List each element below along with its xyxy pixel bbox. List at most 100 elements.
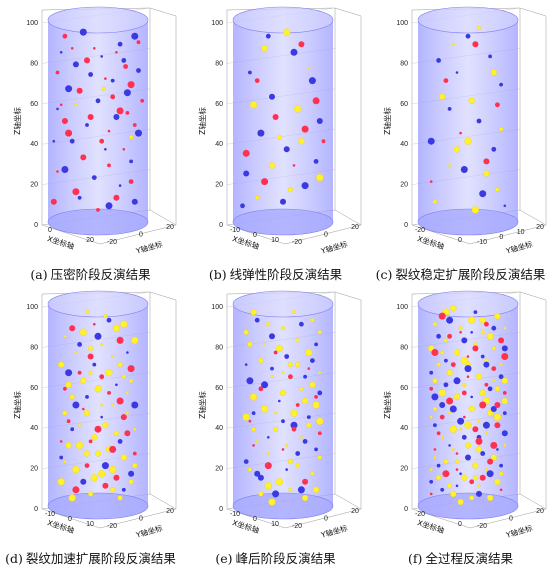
y-tick-label: 0	[324, 232, 328, 239]
data-point-blue	[314, 342, 318, 347]
data-point-red	[463, 415, 466, 419]
data-point-blue	[131, 32, 139, 40]
data-point-yellow	[280, 326, 286, 331]
data-point-blue	[261, 381, 269, 389]
data-point-red	[484, 382, 489, 387]
data-point-blue	[496, 448, 499, 451]
cylinder-body	[233, 291, 333, 519]
panel-label: (f)	[408, 551, 423, 566]
y-axis-label: Y轴坐标	[319, 238, 349, 255]
data-point-blue	[59, 455, 64, 460]
data-point-red	[66, 419, 71, 424]
cylinder-bottom	[47, 208, 149, 236]
data-point-red	[59, 440, 63, 443]
data-point-yellow	[80, 377, 87, 384]
z-axis-label: Z轴坐标	[197, 107, 207, 135]
data-point-yellow	[63, 334, 67, 338]
z-axis-label: Z轴坐标	[382, 391, 392, 419]
data-point-yellow	[493, 413, 502, 421]
data-point-yellow	[477, 484, 481, 488]
x-tick-label: -20	[415, 227, 425, 234]
data-point-yellow	[461, 474, 468, 481]
data-point-blue	[491, 325, 497, 331]
data-point-red	[109, 445, 117, 453]
z-tick-label: 40	[400, 141, 408, 148]
data-point-yellow	[69, 394, 75, 400]
data-point-yellow	[102, 422, 109, 429]
y-tick-label: 0	[324, 516, 328, 523]
data-point-yellow	[258, 491, 264, 497]
data-point-blue	[69, 138, 75, 144]
data-point-blue	[499, 463, 503, 468]
data-point-blue	[439, 402, 446, 408]
data-point-red	[116, 107, 124, 115]
data-point-blue	[316, 118, 323, 124]
y-tick-label: 10	[517, 229, 525, 236]
data-point-yellow	[266, 452, 270, 455]
z-tick-label: 80	[215, 344, 223, 351]
data-point-red	[431, 349, 439, 356]
z-tick-label: 0	[404, 506, 408, 513]
data-point-blue	[101, 462, 109, 470]
data-point-blue	[126, 351, 129, 354]
x-tick-label: 0	[253, 232, 257, 239]
data-point-yellow	[120, 454, 127, 461]
data-point-blue	[483, 361, 490, 368]
data-point-blue	[118, 184, 122, 187]
data-point-yellow	[247, 341, 253, 347]
data-point-red	[107, 391, 111, 395]
data-point-red	[110, 94, 116, 100]
data-point-yellow	[494, 386, 500, 392]
data-point-yellow	[429, 415, 433, 419]
data-point-blue	[476, 490, 482, 497]
data-point-red	[84, 57, 90, 64]
data-point-red	[272, 114, 279, 120]
y-tick-label: 20	[351, 508, 359, 515]
data-point-blue	[302, 439, 308, 444]
x-tick-label: -10	[230, 227, 240, 234]
data-point-yellow	[429, 468, 433, 472]
panel-caption: (b) 线弹性阶段反演结果	[185, 264, 369, 283]
data-point-red	[295, 403, 300, 407]
x-tick-label: 10	[86, 521, 94, 528]
data-point-red	[479, 474, 486, 481]
data-point-blue	[310, 358, 315, 363]
data-point-blue	[429, 479, 434, 484]
data-point-yellow	[501, 377, 508, 384]
data-point-blue	[470, 331, 473, 334]
data-point-yellow	[100, 342, 104, 346]
data-point-red	[132, 123, 137, 127]
data-point-blue	[446, 316, 454, 324]
cylinder-top	[47, 290, 149, 318]
data-point-yellow	[79, 328, 87, 336]
data-point-red	[459, 331, 462, 334]
data-point-yellow	[287, 459, 293, 465]
data-point-blue	[254, 470, 261, 477]
data-point-red	[446, 397, 454, 405]
data-point-red	[455, 452, 459, 455]
data-point-red	[116, 336, 124, 344]
data-point-red	[502, 391, 507, 395]
data-point-blue	[278, 399, 281, 403]
data-point-red	[70, 47, 74, 50]
data-point-yellow	[111, 403, 115, 407]
data-point-yellow	[291, 310, 297, 315]
data-point-blue	[244, 363, 248, 366]
data-point-blue	[246, 377, 254, 385]
z-tick-label: 60	[215, 385, 223, 392]
y-tick-label: 20	[166, 224, 174, 231]
data-point-blue	[131, 198, 138, 205]
z-tick-label: 20	[400, 182, 408, 189]
data-point-red	[487, 458, 494, 465]
data-point-blue	[85, 395, 89, 399]
data-point-red	[490, 441, 498, 449]
x-tick-label: 0	[458, 237, 462, 244]
data-point-red	[107, 129, 111, 133]
panel-caption: (e) 峰后阶段反演结果	[185, 548, 369, 567]
z-axis-label: Z轴坐标	[382, 107, 392, 135]
data-point-yellow	[301, 397, 309, 405]
data-point-yellow	[317, 455, 322, 460]
data-point-red	[273, 350, 278, 355]
data-point-yellow	[479, 317, 486, 324]
